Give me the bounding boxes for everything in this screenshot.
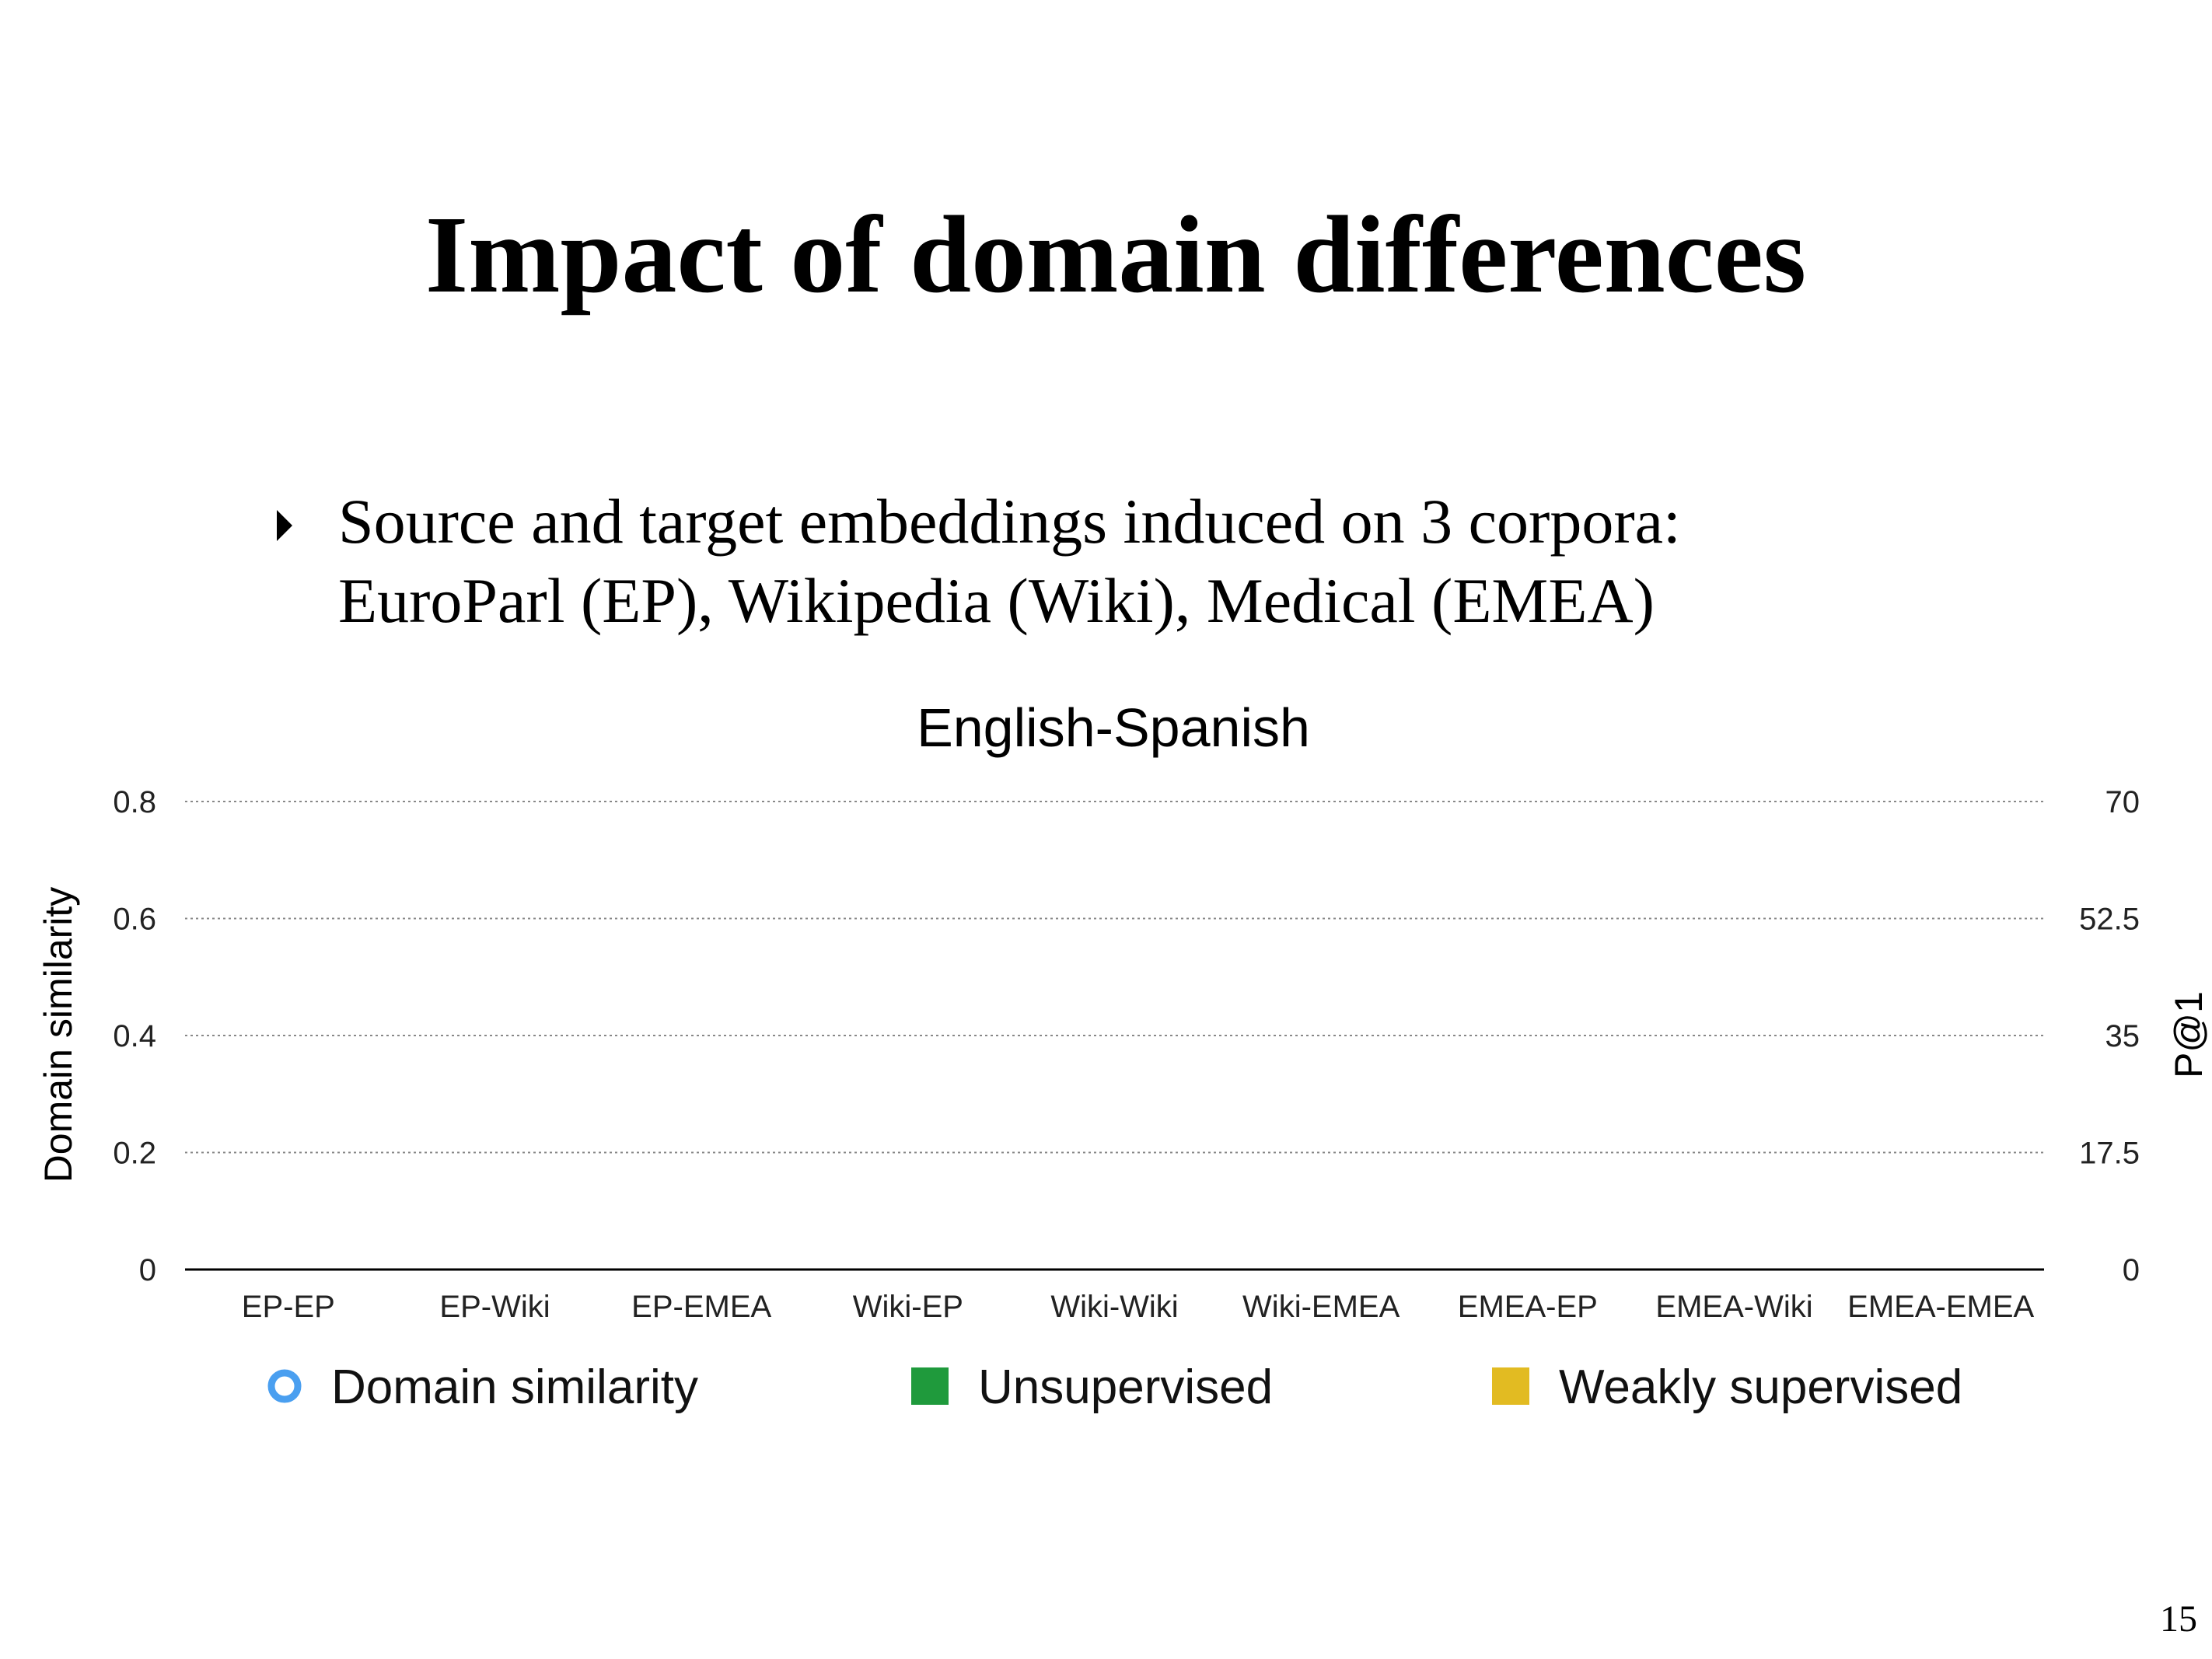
y2-tick-label: 35 [2105, 1019, 2140, 1053]
y2-axis-label: P@1 [2167, 991, 2210, 1078]
legend-label: Unsupervised [978, 1360, 1273, 1414]
bullet-line: EuroParl (EP), Wikipedia (Wiki), Medical… [338, 565, 1655, 636]
y-tick-label: 0.8 [113, 785, 156, 819]
bullet-line: Source and target embeddings induced on … [338, 486, 1681, 557]
y2-tick-label: 0 [2123, 1253, 2140, 1287]
x-tick-label: EP-Wiki [439, 1290, 550, 1324]
y2-tick-label: 52.5 [2079, 903, 2140, 937]
x-tick-label: EMEA-Wiki [1655, 1290, 1812, 1324]
y-tick-label: 0.6 [113, 903, 156, 937]
legend-marker [1492, 1367, 1529, 1405]
x-tick-label: Wiki-Wiki [1050, 1290, 1178, 1324]
legend-label: Weakly supervised [1559, 1360, 1962, 1414]
legend-marker [267, 1369, 302, 1403]
x-tick-label: EMEA-EP [1458, 1290, 1598, 1324]
y-tick-label: 0.4 [113, 1019, 156, 1053]
page-number: 15 [2160, 1598, 2197, 1640]
x-tick-label: EMEA-EMEA [1847, 1290, 2034, 1324]
x-tick-label: Wiki-EP [853, 1290, 963, 1324]
y2-tick-label: 17.5 [2079, 1137, 2140, 1171]
slide-title: Impact of domain differences [425, 193, 1806, 316]
x-tick-label: Wiki-EMEA [1242, 1290, 1400, 1324]
y-tick-label: 0 [139, 1253, 156, 1287]
x-tick-label: EP-EMEA [631, 1290, 771, 1324]
y-tick-label: 0.2 [113, 1137, 156, 1171]
chart-title: English-Spanish [917, 697, 1310, 758]
legend-label: Domain similarity [331, 1360, 698, 1414]
legend-marker [911, 1367, 949, 1405]
bullet-marker [277, 510, 292, 541]
y-axis-label: Domain similarity [37, 887, 80, 1183]
x-tick-label: EP-EP [242, 1290, 335, 1324]
y2-tick-label: 70 [2105, 785, 2140, 819]
